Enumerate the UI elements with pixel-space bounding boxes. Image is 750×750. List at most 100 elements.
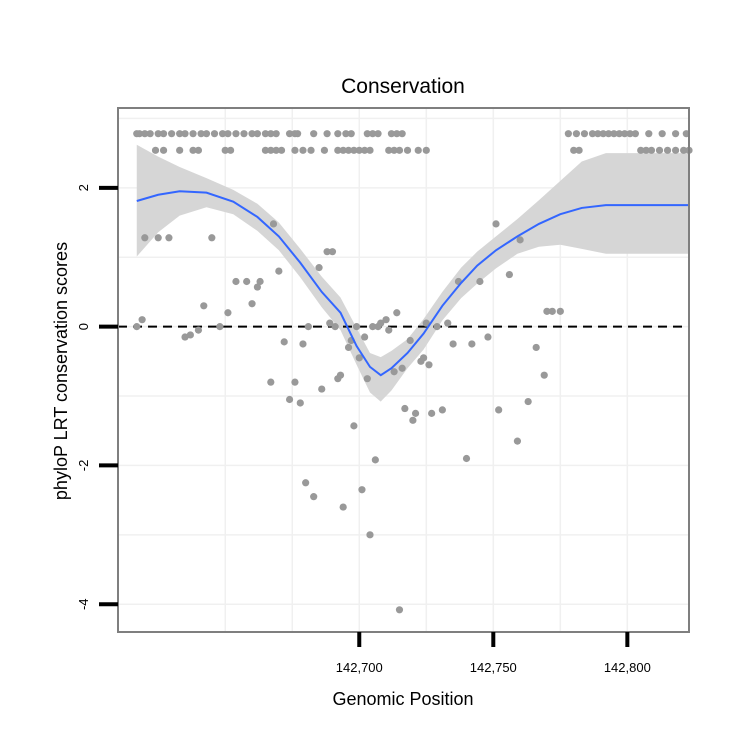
data-point (484, 333, 492, 341)
plot-area (117, 107, 693, 633)
data-point (135, 130, 144, 138)
data-point (133, 323, 141, 331)
data-point (382, 316, 390, 324)
data-point (449, 340, 457, 348)
data-point (658, 130, 666, 138)
data-point (310, 493, 318, 501)
data-point (272, 146, 280, 154)
data-point (374, 130, 382, 138)
data-point (390, 368, 398, 376)
data-point (369, 130, 377, 138)
data-point (224, 130, 232, 138)
data-point (655, 146, 664, 154)
data-point (285, 130, 294, 138)
data-point (532, 343, 540, 352)
data-point (637, 146, 645, 154)
data-point (572, 130, 581, 138)
data-point (269, 220, 278, 228)
x-tick-label: 142,700 (336, 660, 383, 675)
data-point (476, 277, 484, 286)
data-point (516, 236, 524, 244)
data-point (366, 531, 374, 539)
smooth-line-layer (136, 190, 689, 377)
data-point (310, 130, 318, 138)
data-point (323, 248, 331, 256)
data-point (610, 130, 618, 138)
data-point (425, 361, 433, 369)
x-axis-ticks: 142,700 142,750 142,800 (336, 632, 651, 675)
data-point (339, 146, 347, 154)
data-point (256, 277, 264, 286)
data-point (548, 307, 556, 315)
data-point (363, 375, 371, 383)
data-point (176, 146, 184, 154)
data-point (513, 437, 522, 445)
data-point (371, 456, 379, 464)
data-point (159, 130, 168, 138)
data-point (671, 130, 680, 138)
data-point (151, 146, 160, 154)
data-point (420, 354, 428, 362)
data-point (588, 130, 597, 138)
data-point (331, 323, 339, 331)
data-point (580, 130, 589, 138)
data-point (645, 130, 653, 138)
data-point (393, 130, 401, 138)
data-point (267, 130, 275, 138)
data-point (398, 130, 406, 138)
data-point (280, 338, 288, 346)
data-point (186, 331, 194, 339)
data-point (189, 146, 197, 154)
data-point (253, 130, 261, 138)
data-point (197, 130, 205, 138)
data-point (336, 371, 345, 379)
data-point (165, 234, 173, 242)
data-point (326, 319, 334, 327)
data-point (189, 130, 197, 138)
data-point (570, 146, 578, 154)
data-point (318, 385, 326, 393)
data-point (200, 302, 208, 310)
data-point (291, 378, 299, 386)
data-point (395, 606, 404, 614)
y-tick-label: 2 (76, 184, 91, 191)
data-point (355, 146, 363, 154)
data-point (224, 309, 232, 317)
data-point (411, 409, 420, 417)
data-point (208, 234, 216, 242)
plot-border (117, 107, 690, 633)
smooth-trend-line (136, 190, 689, 377)
data-point (428, 409, 436, 417)
data-point (315, 264, 323, 272)
data-point (154, 130, 162, 138)
data-point (556, 307, 564, 315)
data-point (468, 340, 476, 348)
data-point (232, 277, 240, 286)
confidence-band (136, 144, 689, 402)
data-point (307, 146, 315, 154)
x-tick-label: 142,800 (604, 660, 651, 675)
data-point (261, 146, 270, 154)
data-point (462, 454, 471, 463)
data-point (226, 146, 235, 154)
data-point (285, 395, 294, 404)
data-point (647, 146, 656, 154)
data-point (248, 130, 256, 138)
data-point (594, 130, 602, 138)
data-point (564, 130, 572, 138)
data-point (272, 130, 280, 138)
data-point (232, 130, 240, 138)
data-point (146, 130, 154, 138)
data-point (194, 146, 203, 154)
data-point (438, 406, 446, 414)
data-point (210, 130, 219, 138)
data-point (248, 300, 256, 308)
data-point (141, 130, 149, 138)
data-point (267, 146, 275, 154)
data-point (599, 130, 607, 138)
data-point (267, 378, 275, 386)
data-point (403, 146, 412, 154)
data-point (422, 319, 430, 327)
data-point (176, 130, 184, 138)
